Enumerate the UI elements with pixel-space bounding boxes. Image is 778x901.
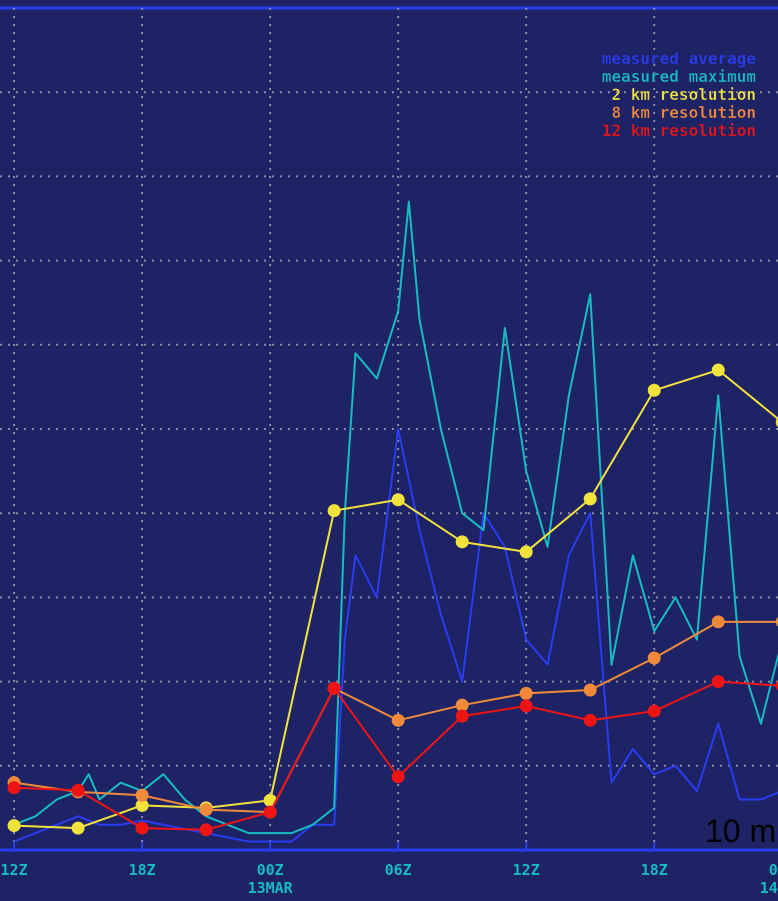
data-point bbox=[391, 493, 405, 507]
data-point bbox=[135, 798, 149, 812]
x-tick-label: 00Z14MAR bbox=[760, 861, 778, 897]
x-tick-label: 12Z bbox=[513, 861, 540, 879]
data-point bbox=[519, 686, 533, 700]
data-point bbox=[519, 699, 533, 713]
x-tick-label: 18Z bbox=[129, 861, 156, 879]
data-point bbox=[71, 783, 85, 797]
data-point bbox=[647, 651, 661, 665]
data-point bbox=[519, 545, 533, 559]
annotation: 10 m bbox=[705, 813, 776, 849]
legend-entry: 2 km resolution bbox=[612, 85, 757, 104]
data-point bbox=[7, 819, 21, 833]
data-point bbox=[391, 713, 405, 727]
data-point bbox=[7, 781, 21, 795]
data-point bbox=[455, 709, 469, 723]
data-point bbox=[455, 535, 469, 549]
data-point bbox=[263, 793, 277, 807]
data-point bbox=[775, 417, 778, 428]
data-point bbox=[71, 821, 85, 835]
legend-entry: measured maximum bbox=[602, 67, 756, 86]
data-point bbox=[711, 363, 725, 377]
data-point bbox=[583, 713, 597, 727]
data-point bbox=[711, 675, 725, 689]
data-point bbox=[775, 680, 778, 691]
data-point bbox=[647, 704, 661, 718]
x-tick-label: 18Z bbox=[641, 861, 668, 879]
legend-entry: 8 km resolution bbox=[612, 103, 757, 122]
data-point bbox=[391, 770, 405, 784]
series-line bbox=[13, 428, 778, 843]
data-point bbox=[327, 681, 341, 695]
x-tick-label: 06Z bbox=[385, 861, 412, 879]
data-point bbox=[199, 803, 213, 817]
x-tick-label: 12Z bbox=[1, 861, 28, 879]
data-point bbox=[647, 383, 661, 397]
data-point bbox=[327, 504, 341, 518]
data-point bbox=[135, 788, 149, 802]
legend-entry: 12 km resolution bbox=[602, 121, 756, 140]
data-point bbox=[711, 615, 725, 629]
data-point bbox=[455, 698, 469, 712]
x-tick-label: 00Z 13MAR bbox=[248, 861, 294, 897]
plot bbox=[7, 200, 778, 843]
legend-entry: measured average bbox=[602, 49, 756, 68]
data-point bbox=[135, 821, 149, 835]
data-point bbox=[583, 683, 597, 697]
data-point bbox=[775, 616, 778, 627]
data-point bbox=[263, 805, 277, 819]
data-point bbox=[199, 823, 213, 837]
series-line bbox=[13, 200, 778, 835]
data-point bbox=[583, 492, 597, 506]
